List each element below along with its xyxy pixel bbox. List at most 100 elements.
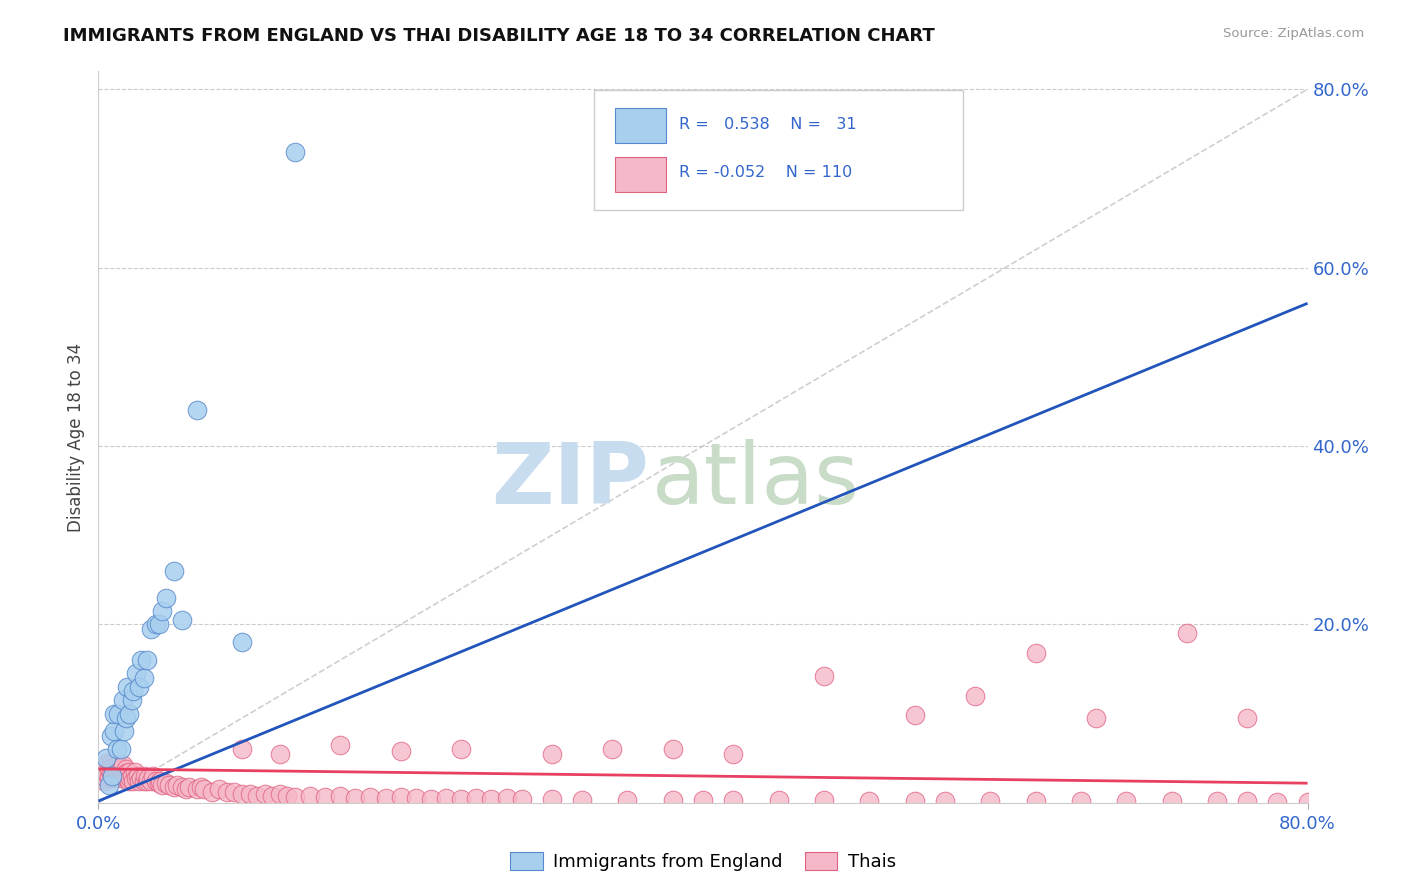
Point [481,792,503,806]
Point [94,771,117,785]
Point [190,780,212,794]
Point [108,769,131,783]
Point [224,785,246,799]
Point [101,769,124,783]
Point [965,689,987,703]
Point [141,773,163,788]
Point [420,792,443,806]
Point [262,789,284,803]
Point [768,793,790,807]
Point [141,622,163,636]
Point [114,766,136,780]
Point [111,767,134,781]
Point [111,758,134,772]
Point [1160,794,1182,808]
Point [142,769,165,783]
Point [239,787,262,801]
Point [186,403,208,417]
Point [269,787,291,801]
Point [344,791,367,805]
Point [166,778,188,792]
Point [571,793,593,807]
Y-axis label: Disability Age 18 to 34: Disability Age 18 to 34 [66,343,84,532]
FancyBboxPatch shape [614,157,665,192]
Point [692,793,714,807]
Point [163,780,186,794]
Point [128,680,150,694]
Point [121,769,143,783]
Point [125,771,148,785]
Point [148,617,170,632]
Point [1236,711,1258,725]
Point [510,792,533,806]
Text: IMMIGRANTS FROM ENGLAND VS THAI DISABILITY AGE 18 TO 34 CORRELATION CHART: IMMIGRANTS FROM ENGLAND VS THAI DISABILI… [63,27,935,45]
Point [1085,711,1108,725]
Point [115,680,138,694]
Point [96,767,118,781]
Point [276,789,298,803]
Point [96,758,118,772]
Point [134,769,156,783]
Point [170,780,193,794]
Point [129,771,152,785]
Point [602,742,624,756]
Point [149,773,172,788]
Text: Source: ZipAtlas.com: Source: ZipAtlas.com [1223,27,1364,40]
Point [495,791,517,805]
Point [103,762,125,776]
Point [132,671,155,685]
Point [94,762,117,776]
Point [193,782,215,797]
Point [148,776,170,790]
Point [107,706,129,721]
Point [135,653,157,667]
Point [118,706,141,721]
Point [1267,795,1289,809]
Text: R = -0.052    N = 110: R = -0.052 N = 110 [679,165,852,180]
Point [105,762,128,776]
Point [329,738,352,752]
Text: R =   0.538    N =   31: R = 0.538 N = 31 [679,117,856,131]
Point [360,790,382,805]
Point [91,760,114,774]
Point [104,758,127,772]
Point [100,766,122,780]
Point [111,693,134,707]
Point [105,770,128,784]
Point [108,760,131,774]
Point [299,789,322,803]
Point [100,729,122,743]
Point [120,771,142,785]
Point [723,747,745,761]
Point [150,778,173,792]
Text: atlas: atlas [652,440,860,523]
Point [186,782,208,797]
FancyBboxPatch shape [595,90,963,211]
Point [145,617,167,632]
Point [94,751,117,765]
Point [114,711,136,725]
Point [1115,794,1137,808]
Point [129,653,152,667]
Point [136,771,159,785]
Point [103,706,125,721]
Point [122,684,145,698]
Point [314,790,336,805]
Point [124,764,146,779]
Point [127,769,149,783]
Point [389,790,412,805]
Point [170,613,193,627]
Point [155,591,177,605]
Point [118,773,141,788]
Point [125,666,148,681]
Point [858,794,880,808]
Point [231,787,253,801]
Point [208,782,231,797]
Point [1206,794,1229,808]
Point [215,785,238,799]
Point [103,771,125,785]
Point [284,145,307,159]
Point [405,791,427,805]
FancyBboxPatch shape [614,108,665,143]
Point [269,747,291,761]
